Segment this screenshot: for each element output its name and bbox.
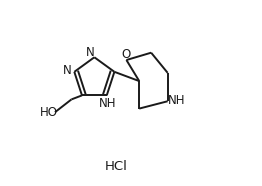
Text: N: N (63, 64, 71, 77)
Text: N: N (85, 46, 94, 59)
Text: NH: NH (168, 94, 185, 107)
Text: O: O (121, 48, 130, 61)
Text: NH: NH (99, 97, 116, 110)
Text: HO: HO (40, 106, 58, 119)
Text: HCl: HCl (105, 160, 128, 173)
